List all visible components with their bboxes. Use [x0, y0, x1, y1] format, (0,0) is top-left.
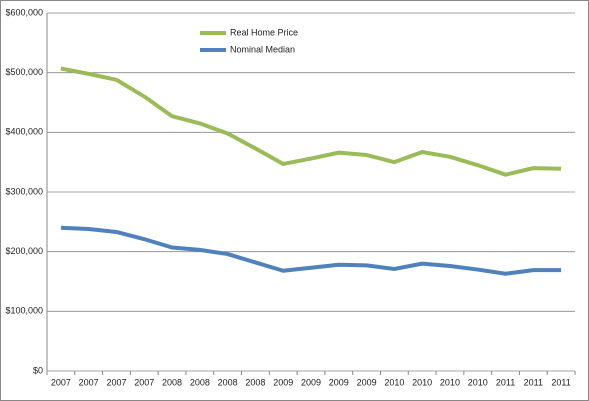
y-tick-label: $500,000 [5, 67, 43, 77]
x-tick-label: 2010 [468, 377, 488, 387]
x-tick-label: 2011 [496, 377, 515, 387]
y-tick-label: $200,000 [5, 246, 43, 256]
x-tick-label: 2010 [440, 377, 460, 387]
legend-label: Nominal Median [230, 44, 295, 54]
x-tick-label: 2009 [357, 377, 377, 387]
x-tick-label: 2011 [551, 377, 570, 387]
series-line [60, 66, 562, 177]
x-tick-label: 2009 [301, 377, 321, 387]
x-tick-label: 2008 [162, 377, 182, 387]
x-tick-label: 2010 [412, 377, 432, 387]
x-tick-label: 2007 [79, 377, 99, 387]
x-tick-label: 2007 [106, 377, 126, 387]
x-tick-label: 2010 [384, 377, 404, 387]
y-tick-label: $300,000 [5, 186, 43, 196]
y-tick-label: $600,000 [5, 7, 43, 17]
x-tick-label: 2008 [245, 377, 265, 387]
x-tick-label: 2008 [218, 377, 238, 387]
x-tick-label: 2011 [524, 377, 543, 387]
x-tick-label: 2007 [134, 377, 154, 387]
series-line [60, 225, 562, 276]
y-tick-label: $0 [33, 365, 43, 375]
x-tick-label: 2009 [329, 377, 349, 387]
y-tick-label: $100,000 [5, 306, 43, 316]
legend-label: Real Home Price [230, 27, 298, 37]
x-tick-label: 2007 [51, 377, 71, 387]
x-tick-label: 2009 [273, 377, 293, 387]
y-tick-label: $400,000 [5, 127, 43, 137]
x-tick-label: 2008 [190, 377, 210, 387]
